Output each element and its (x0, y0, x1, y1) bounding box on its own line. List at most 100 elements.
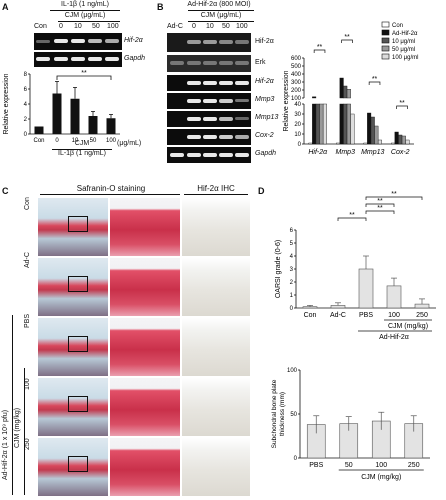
panel-a-lane-con: Con (34, 23, 47, 30)
panel-b-sig-bracket (313, 49, 326, 53)
panel-a-sig: ** (81, 70, 87, 77)
panel-d-top-sig: ** (349, 212, 355, 219)
panel-a-bar (34, 126, 44, 134)
panel-b-sig-bracket (341, 39, 353, 43)
panel-b-blot-hif2a-protein (167, 33, 251, 52)
panel-b-bar-lower (312, 103, 317, 145)
panel-d-top-ylabel: OARSI grade (0-6) (275, 240, 282, 298)
panel-a-xtick-label: 50 (90, 138, 97, 144)
panel-d-top-sig-bracket (337, 217, 367, 221)
panel-d-top-xtick-label: 250 (416, 312, 428, 319)
panel-a-xgroup-cjm-line (52, 149, 112, 150)
panel-a-unit: (μg/mL) (117, 140, 142, 147)
panel-b-bar-lower (343, 103, 348, 145)
panel-b-legend-label: Ad-Hif-2α (392, 31, 418, 37)
panel-b-lane-50: 50 (222, 23, 230, 30)
panel-b-bar-upper (346, 88, 351, 99)
panel-c-side-ad-line (12, 315, 13, 495)
panel-a-gene-gapdh: Gapdh (124, 55, 146, 62)
histology-image (38, 378, 108, 436)
panel-d-top-bar (302, 306, 318, 309)
panel-b-blot-erk (167, 55, 251, 72)
panel-b-header: Ad-Hif-2α (800 MOI) (187, 1, 251, 8)
panel-b-ytick-label: 0 (298, 142, 302, 148)
panel-a-ytick-label: 0 (24, 132, 28, 138)
panel-b-group-label: Mmp13 (361, 149, 384, 156)
panel-d-top-xtick-label: PBS (359, 312, 373, 319)
panel-a-xgroup-il: IL-1β (1 ng/mL) (58, 150, 106, 157)
panel-b-header-line (188, 10, 254, 11)
panel-b-sig: ** (317, 44, 323, 51)
panel-b-legend-label: 100 μg/ml (392, 55, 418, 61)
panel-b-bar-upper (312, 96, 317, 99)
panel-d-top-ytick-label: 1 (290, 293, 294, 299)
panel-d-top-bar (386, 285, 402, 309)
panel-a-ytick-label: 6 (24, 87, 28, 93)
panel-b-group-label: Hif-2α (308, 149, 328, 156)
panel-b-group-label: Cox-2 (391, 149, 410, 156)
histology-image (182, 318, 250, 376)
panel-d-top-xtick-label: Con (304, 312, 317, 319)
panel-b-blot-mmp3 (167, 93, 251, 109)
panel-b-group-label: Mmp3 (336, 149, 356, 156)
panel-d-top-sig-bracket (365, 203, 395, 207)
panel-d-letter: D (258, 186, 265, 196)
panel-a-header-line (50, 10, 120, 11)
panel-c-title-saf-line (40, 194, 180, 195)
zoom-box (68, 456, 88, 472)
panel-d-bottom-xgroup: CJM (mg/kg) (361, 474, 401, 481)
panel-b-bar (367, 112, 372, 145)
panel-a-xtick-label: Con (33, 138, 44, 144)
zoom-box (68, 336, 88, 352)
panel-a-xtick-label: 100 (106, 138, 117, 144)
panel-d-top-bar (414, 303, 430, 309)
panel-d-top-sig: ** (377, 198, 383, 205)
panel-b-cjm-label: CJM (μg/mL) (200, 12, 242, 19)
panel-b-blot-hif2a-mrna (167, 75, 251, 91)
panel-a-cjm-label: CJM (μg/mL) (64, 12, 106, 19)
panel-b-bar-upper (343, 85, 348, 99)
panel-d-top-bar (358, 268, 374, 309)
panel-c-row-100: 100 (24, 378, 31, 390)
panel-d-top-ytick-label: 5 (290, 241, 294, 247)
panel-a-bar (106, 118, 116, 134)
panel-b-ylabel: Relative expression (283, 70, 290, 131)
panel-a-xtick-label: 10 (72, 138, 79, 144)
panel-a-header: IL-1β (1 ng/mL) (61, 1, 109, 8)
panel-b-sig: ** (344, 34, 350, 41)
panel-c-row-pbs: PBS (24, 313, 31, 328)
panel-a-chart: 0 2 4 6 8 Relative expression Con 0 10 50 100 ** (3, 70, 120, 144)
panel-d-top-sig: ** (377, 205, 383, 212)
panel-b-ytick-label: 500 (291, 64, 302, 70)
panel-b-row-mmp3: Mmp3 (255, 96, 275, 103)
panel-b-legend-swatch (381, 37, 390, 44)
panel-c-row-adc: Ad-C (24, 252, 31, 268)
panel-d-top-ytick-label: 4 (290, 254, 294, 260)
panel-d-bottom-xtick-label: 250 (408, 462, 420, 469)
panel-d-top-ytick-label: 2 (290, 280, 294, 286)
panel-a-bar (70, 98, 80, 134)
panel-b-bar-lower (339, 103, 344, 145)
histology-image (110, 438, 180, 496)
panel-d-top-sig-bracket (365, 196, 423, 200)
zoom-box (68, 396, 88, 412)
panel-b-bar (398, 134, 403, 145)
panel-d-top-xtick-label: Ad-C (330, 312, 346, 319)
panel-c-row-250: 250 (24, 438, 31, 450)
panel-b-legend-swatch (381, 21, 390, 28)
panel-b-sig: ** (372, 76, 378, 83)
panel-b-row-erk: Erk (255, 59, 266, 66)
panel-c-side-ad: Ad-Hif-2α (1 x 10⁹ pfu) (2, 409, 9, 480)
panel-b-ytick-label: 300 (291, 80, 302, 86)
panel-d-top-bar (330, 305, 346, 309)
histology-image (38, 438, 108, 496)
panel-b-ytick-label: 600 (291, 56, 302, 62)
panel-b-bar (401, 135, 406, 145)
panel-a-ytick-label: 8 (24, 72, 28, 78)
panel-a-xtick-label: 0 (55, 138, 59, 144)
panel-d-bottom-xtick-label: PBS (309, 462, 323, 469)
histology-image (38, 198, 108, 256)
panel-b-row-hif2a-protein: Hif-2α (255, 38, 274, 45)
panel-b-blot-cox2 (167, 129, 251, 145)
